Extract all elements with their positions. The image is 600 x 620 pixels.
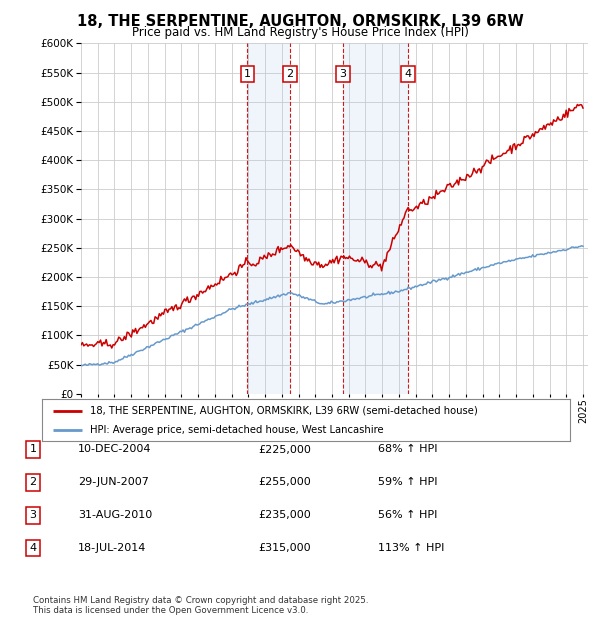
Text: 68% ↑ HPI: 68% ↑ HPI (378, 445, 437, 454)
Text: HPI: Average price, semi-detached house, West Lancashire: HPI: Average price, semi-detached house,… (89, 425, 383, 435)
Text: 3: 3 (29, 510, 37, 520)
Bar (343, 43, 408, 394)
Text: 113% ↑ HPI: 113% ↑ HPI (378, 543, 445, 553)
Text: 31-AUG-2010: 31-AUG-2010 (78, 510, 152, 520)
Text: 59% ↑ HPI: 59% ↑ HPI (378, 477, 437, 487)
Text: 3: 3 (340, 69, 347, 79)
Text: £225,000: £225,000 (258, 445, 311, 454)
Text: 1: 1 (244, 69, 251, 79)
Text: 56% ↑ HPI: 56% ↑ HPI (378, 510, 437, 520)
Text: 10-DEC-2004: 10-DEC-2004 (78, 445, 151, 454)
Text: 29-JUN-2007: 29-JUN-2007 (78, 477, 149, 487)
Text: 4: 4 (29, 543, 37, 553)
Text: £235,000: £235,000 (258, 510, 311, 520)
Text: 2: 2 (286, 69, 293, 79)
Text: 1: 1 (29, 445, 37, 454)
Text: £315,000: £315,000 (258, 543, 311, 553)
Text: 4: 4 (404, 69, 412, 79)
Text: 18-JUL-2014: 18-JUL-2014 (78, 543, 146, 553)
Text: 18, THE SERPENTINE, AUGHTON, ORMSKIRK, L39 6RW (semi-detached house): 18, THE SERPENTINE, AUGHTON, ORMSKIRK, L… (89, 405, 477, 415)
Text: Contains HM Land Registry data © Crown copyright and database right 2025.
This d: Contains HM Land Registry data © Crown c… (33, 596, 368, 615)
Text: Price paid vs. HM Land Registry's House Price Index (HPI): Price paid vs. HM Land Registry's House … (131, 26, 469, 39)
Text: 18, THE SERPENTINE, AUGHTON, ORMSKIRK, L39 6RW: 18, THE SERPENTINE, AUGHTON, ORMSKIRK, L… (77, 14, 523, 29)
Text: £255,000: £255,000 (258, 477, 311, 487)
Bar (247, 43, 290, 394)
Text: 2: 2 (29, 477, 37, 487)
